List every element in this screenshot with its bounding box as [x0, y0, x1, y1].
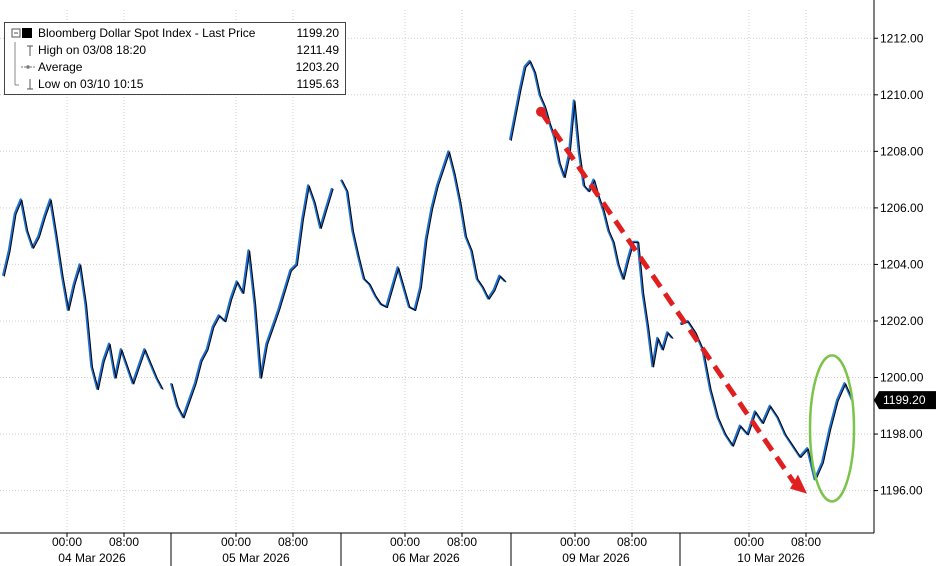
y-tick-label: 1200.00	[880, 371, 924, 385]
x-day-label: 05 Mar 2026	[222, 551, 290, 565]
series-line-blue	[169, 184, 334, 419]
y-tick-label: 1206.00	[880, 201, 924, 215]
trend-arrow-start-dot	[536, 106, 546, 117]
series-line-black	[171, 185, 334, 419]
x-time-label: 08:00	[447, 535, 477, 549]
legend-last-value: 1199.20	[296, 26, 340, 40]
legend-row-average: Average 1203.20	[5, 59, 345, 76]
x-time-label: 08:00	[109, 535, 139, 549]
x-day-label: 06 Mar 2026	[392, 551, 460, 565]
y-tick-label: 1212.00	[880, 31, 924, 45]
legend-low-value: 1195.63	[296, 77, 340, 91]
legend-high-value: 1211.49	[296, 43, 340, 57]
last-price-tag-label: 1199.20	[883, 393, 926, 407]
y-tick-label: 1202.00	[880, 314, 924, 328]
x-time-label: 00:00	[390, 535, 420, 549]
series-line-black	[681, 321, 854, 481]
y-axis: 1196.00 1198.00 1200.00 1202.00 1204.00 1206.…	[873, 0, 936, 533]
series-line-blue	[679, 319, 854, 481]
average-line-icon	[14, 59, 35, 76]
low-marker-icon	[14, 76, 33, 90]
x-time-label: 00:00	[734, 535, 764, 549]
y-tick-label: 1198.00	[880, 427, 923, 441]
series-layer	[1, 59, 854, 481]
series-line-black	[3, 199, 164, 391]
legend-title: Bloomberg Dollar Spot Index - Last Price	[38, 26, 256, 40]
legend-average-label: Average	[38, 60, 83, 74]
y-tick-label: 1196.00	[880, 484, 923, 498]
x-time-label: 00:00	[560, 535, 590, 549]
y-tick-label: 1204.00	[880, 257, 924, 271]
annotation-layer	[536, 106, 856, 503]
highlight-ellipse	[808, 354, 856, 503]
legend-row-high: High on 03/08 18:20 1211.49	[5, 42, 345, 59]
x-time-label: 00:00	[52, 535, 82, 549]
legend-series-swatch-icon	[11, 28, 32, 38]
x-time-label: 00:00	[221, 535, 251, 549]
legend-high-label: High on 03/08 18:20	[38, 43, 147, 57]
last-price-tag-bg	[874, 391, 936, 410]
trend-arrowhead-icon	[790, 474, 807, 494]
high-marker-icon	[14, 42, 33, 59]
x-day-label: 09 Mar 2026	[562, 551, 630, 565]
x-day-label: 10 Mar 2026	[737, 551, 805, 565]
chart-grid	[0, 10, 874, 533]
x-time-label: 08:00	[791, 535, 821, 549]
y-tick-label: 1208.00	[880, 144, 924, 158]
x-time-label: 08:00	[278, 535, 308, 549]
last-price-tag: 1199.20	[874, 391, 936, 410]
x-axis: 00:00 08:00 00:00 08:00 00:00 08:00 00:00 08:00…	[0, 532, 874, 566]
legend-row-last: Bloomberg Dollar Spot Index - Last Price…	[5, 25, 345, 42]
series-line-black	[341, 151, 507, 312]
legend-box: Bloomberg Dollar Spot Index - Last Price…	[4, 22, 346, 95]
series-line-blue	[1, 198, 163, 390]
y-tick-label: 1210.00	[880, 88, 924, 102]
legend-low-label: Low on 03/10 10:15	[38, 77, 144, 91]
series-line-blue	[340, 150, 506, 311]
x-day-label: 04 Mar 2026	[58, 551, 126, 565]
x-time-label: 08:00	[617, 535, 647, 549]
trend-arrow-line	[538, 110, 797, 485]
legend-row-low: Low on 03/10 10:15 1195.63	[5, 76, 345, 93]
legend-average-value: 1203.20	[295, 60, 339, 74]
